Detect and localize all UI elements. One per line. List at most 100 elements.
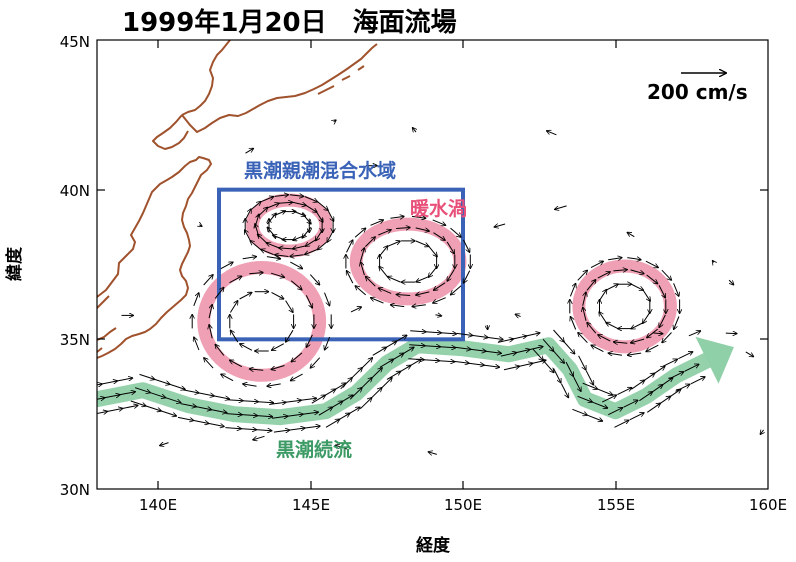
current-vector-217 — [270, 402, 286, 404]
current-vector-170 — [578, 333, 588, 344]
current-vector-257 — [424, 346, 441, 347]
current-vector-169 — [591, 345, 604, 353]
current-vector-95 — [240, 344, 253, 351]
current-vector-137 — [643, 311, 651, 324]
current-vector-189 — [122, 405, 138, 409]
current-vector-131 — [242, 257, 257, 259]
current-vector-255 — [408, 359, 424, 360]
current-vector-129 — [203, 275, 213, 286]
current-vector-329 — [728, 279, 734, 285]
current-vector-331 — [688, 331, 701, 337]
honshu-east-coast — [97, 156, 212, 359]
current-vector-335 — [412, 128, 416, 132]
current-vector-216 — [255, 430, 272, 431]
current-vector-225 — [304, 426, 320, 428]
current-vector-278 — [527, 347, 543, 351]
current-vector-197 — [165, 397, 181, 403]
current-vector-74 — [463, 270, 471, 284]
current-vector-204 — [193, 419, 209, 423]
current-vector-286 — [578, 355, 586, 370]
current-vector-26 — [305, 204, 317, 212]
current-vector-32 — [290, 255, 304, 257]
current-vector-63 — [378, 288, 392, 294]
current-vector-311 — [659, 378, 673, 388]
current-vector-176 — [608, 258, 622, 260]
kuroshio-extension-arrowhead — [695, 336, 734, 384]
current-vector-98 — [229, 301, 237, 313]
current-vector-268 — [487, 337, 503, 339]
current-vector-87 — [411, 216, 426, 218]
current-vector-198 — [161, 410, 176, 416]
current-vector-165 — [662, 332, 672, 343]
current-vector-261 — [438, 361, 455, 362]
current-vector-31 — [305, 248, 318, 254]
current-vector-243 — [380, 378, 392, 390]
current-vector-224 — [302, 412, 319, 414]
current-vector-323 — [515, 314, 521, 316]
current-vector-81 — [347, 271, 354, 284]
current-vector-290 — [573, 376, 581, 391]
current-vector-320 — [350, 307, 362, 313]
hokkaido-coast — [181, 40, 231, 116]
current-vector-24 — [278, 202, 293, 203]
current-vector-40 — [260, 197, 274, 203]
current-vector-295 — [597, 388, 613, 395]
current-vector-283 — [563, 341, 575, 354]
current-vector-64 — [365, 276, 376, 287]
current-vector-186 — [107, 408, 123, 412]
current-vector-265 — [472, 335, 488, 337]
current-vector-117 — [305, 295, 312, 308]
current-vector-159 — [613, 270, 627, 271]
current-vector-219 — [273, 430, 290, 432]
current-vector-192 — [130, 400, 146, 406]
current-vector-134 — [309, 274, 319, 285]
current-vector-116 — [290, 280, 302, 290]
current-vector-23 — [266, 203, 279, 209]
current-vector-221 — [287, 414, 303, 416]
current-vector-288 — [553, 368, 561, 383]
current-vector-122 — [267, 384, 281, 386]
current-vector-114 — [249, 273, 263, 274]
current-vector-42 — [289, 195, 304, 197]
current-vector-190 — [139, 373, 155, 379]
current-vector-220 — [285, 400, 302, 402]
warm-eddy-label: 暖水渦 — [410, 197, 467, 220]
current-vector-60 — [434, 282, 446, 291]
current-vector-236 — [350, 388, 363, 400]
current-vector-330 — [653, 333, 663, 334]
current-vector-208 — [227, 400, 243, 401]
current-vector-90 — [462, 239, 469, 253]
current-vector-140 — [606, 323, 619, 330]
current-vector-109 — [215, 344, 225, 356]
current-vector-89 — [450, 227, 462, 237]
current-vector-281 — [542, 338, 554, 351]
current-vector-328 — [712, 261, 713, 263]
current-vector-338 — [335, 445, 347, 450]
current-vector-318 — [690, 377, 705, 385]
current-vector-191 — [134, 387, 150, 393]
current-vector-50 — [387, 277, 401, 283]
current-vector-45 — [326, 208, 334, 221]
current-vector-234 — [346, 407, 360, 416]
current-vector-269 — [485, 351, 502, 353]
current-vector-185 — [104, 395, 120, 399]
current-vector-297 — [587, 414, 603, 421]
current-vector-253 — [410, 331, 426, 332]
current-vector-250 — [392, 335, 407, 344]
current-vector-35 — [250, 241, 262, 251]
current-vector-124 — [221, 374, 234, 382]
current-vector-287 — [565, 361, 573, 376]
current-vector-160 — [630, 269, 645, 274]
current-vector-213 — [240, 429, 257, 430]
current-vector-187 — [116, 378, 133, 382]
current-vector-251 — [399, 347, 414, 356]
current-vector-149 — [659, 314, 666, 328]
current-vector-70 — [415, 227, 430, 231]
current-vector-285 — [542, 360, 554, 373]
current-vector-327 — [627, 232, 635, 238]
current-vector-18 — [266, 243, 280, 249]
current-vector-238 — [350, 368, 362, 380]
current-vector-214 — [257, 402, 274, 403]
current-vector-111 — [208, 305, 212, 319]
current-vector-161 — [646, 274, 658, 284]
